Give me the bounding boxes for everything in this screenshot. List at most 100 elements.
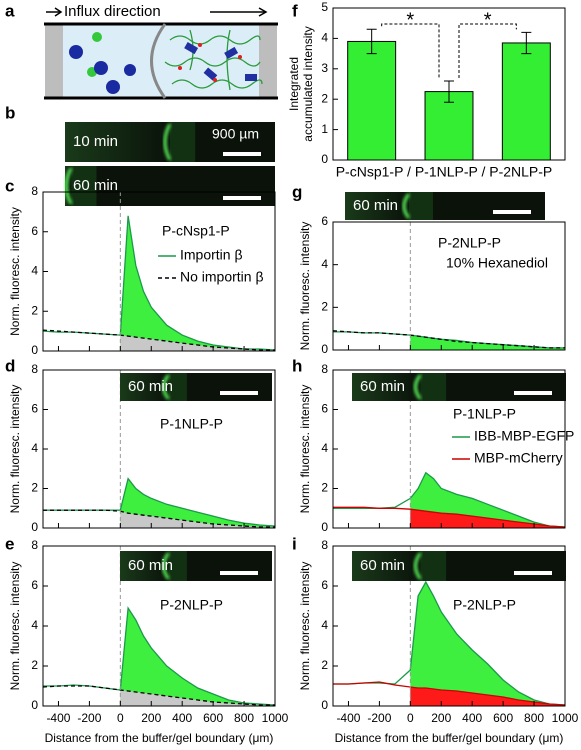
x-tick-label: -400 (46, 711, 70, 725)
y-tick-label: 2 (31, 658, 38, 672)
micrograph-label: 60 min (360, 378, 405, 395)
micrograph-gel (409, 192, 433, 220)
significance-label: * (484, 9, 492, 31)
micrograph-gel (168, 373, 187, 401)
x-tick-label: -400 (336, 711, 360, 725)
panel-letter: c (5, 176, 14, 195)
y-tick-label: 0 (31, 520, 38, 534)
error-bar (521, 31, 532, 55)
micrograph-label: 60 min (128, 557, 173, 574)
legend-label: No importin β (180, 269, 264, 285)
panel-letter: i (292, 534, 297, 553)
annotation: P-1NLP-P (453, 406, 516, 422)
area-fill (410, 335, 565, 350)
y-tick-label: 5 (321, 0, 328, 14)
y-axis-label: accumulated intensity (301, 26, 315, 141)
y-tick-label: 2 (31, 481, 38, 495)
y-axis-label: Norm. fluoresc. intensity (298, 385, 312, 514)
x-tick-label: 0 (117, 711, 124, 725)
micrograph-front (163, 123, 172, 161)
micrograph-buffer (120, 551, 169, 581)
diagram-label: Influx direction (64, 3, 161, 20)
y-tick-label: 2 (31, 303, 38, 317)
y-tick-label: 3 (321, 61, 328, 75)
y-tick-label: 0 (31, 343, 38, 357)
y-tick-label: 2 (321, 91, 328, 105)
annotation: P-2NLP-P (160, 597, 223, 613)
y-tick-label: 2 (321, 481, 328, 495)
micrograph-gel (420, 373, 447, 401)
y-axis-label: Norm. fluoresc. intensity (8, 385, 22, 514)
y-tick-label: 4 (31, 441, 38, 455)
y-tick-label: 6 (31, 402, 38, 416)
y-tick-label: 0 (321, 152, 328, 166)
y-tick-label: 6 (321, 402, 328, 416)
x-tick-label: 200 (431, 711, 451, 725)
micrograph-gel (71, 166, 97, 206)
y-tick-label: 1 (321, 122, 328, 136)
area-fill (120, 511, 275, 528)
micrograph-front (162, 552, 170, 580)
panel-letter: g (292, 182, 302, 201)
diagram (44, 7, 278, 100)
y-axis-label: Norm. fluoresc. intensity (298, 222, 312, 351)
y-tick-label: 8 (321, 362, 328, 376)
series-line (42, 329, 275, 351)
panel-letter: f (292, 1, 298, 20)
y-tick-label: 0 (321, 520, 328, 534)
micrograph-buffer (120, 373, 169, 401)
y-tick-label: 4 (31, 618, 38, 632)
legend-label: Importin β (180, 247, 243, 263)
plot-frame (332, 221, 566, 351)
micrograph-front (413, 552, 422, 580)
bar (347, 40, 397, 161)
y-tick-label: 8 (31, 538, 38, 552)
x-tick-label: -200 (77, 711, 101, 725)
y-tick-label: 2 (321, 658, 328, 672)
x-tick-label: 1000 (262, 711, 289, 725)
x-tick-label: 600 (203, 711, 223, 725)
y-tick-label: 8 (31, 362, 38, 376)
y-tick-label: 2 (321, 300, 328, 314)
bar (501, 42, 551, 161)
y-tick-label: 4 (321, 618, 328, 632)
panel-letter: h (292, 356, 302, 375)
micrograph-gel (170, 122, 196, 162)
x-tick-label: 400 (462, 711, 482, 725)
area-fill (410, 582, 565, 706)
area-fill (120, 335, 275, 351)
panel-letter: e (5, 534, 14, 553)
x-tick-label: 600 (493, 711, 513, 725)
y-axis-label: Norm. fluoresc. intensity (298, 562, 312, 691)
y-tick-label: 6 (31, 578, 38, 592)
scale-label: 900 µm (212, 126, 259, 142)
micrograph-buffer (65, 166, 72, 206)
x-tick-label: 0 (407, 711, 414, 725)
micrograph-front (413, 374, 422, 400)
area-fill (120, 690, 275, 706)
y-tick-label: 4 (321, 31, 328, 45)
micrograph-label: 60 min (353, 197, 398, 214)
y-axis-label: Norm. fluoresc. intensity (8, 562, 22, 691)
micrograph-buffer (352, 373, 421, 401)
micrograph-front (64, 167, 73, 205)
micrograph-label: 10 min (73, 133, 118, 150)
y-tick-label: 4 (321, 257, 328, 271)
y-axis-label: Norm. fluoresc. intensity (8, 207, 22, 336)
x-tick-label: 800 (234, 711, 254, 725)
micrograph-buffer (65, 122, 170, 162)
area-fill (120, 608, 275, 706)
y-tick-label: 0 (31, 698, 38, 712)
panel-letter: d (5, 356, 15, 375)
y-axis-label: Integrated (287, 57, 301, 111)
error-bar (366, 28, 377, 55)
series-line (42, 685, 275, 706)
legend-label: IBB-MBP-EGFP (474, 428, 574, 444)
error-bar (444, 80, 454, 103)
x-tick-label: -200 (367, 711, 391, 725)
panel-letter: a (5, 1, 15, 20)
legend-label: MBP-mCherry (474, 450, 563, 466)
x-tick-label: 200 (141, 711, 161, 725)
x-axis-label: P-cNsp1-P / P-1NLP-P / P-2NLP-P (336, 164, 553, 180)
panel-letter: b (5, 103, 15, 122)
